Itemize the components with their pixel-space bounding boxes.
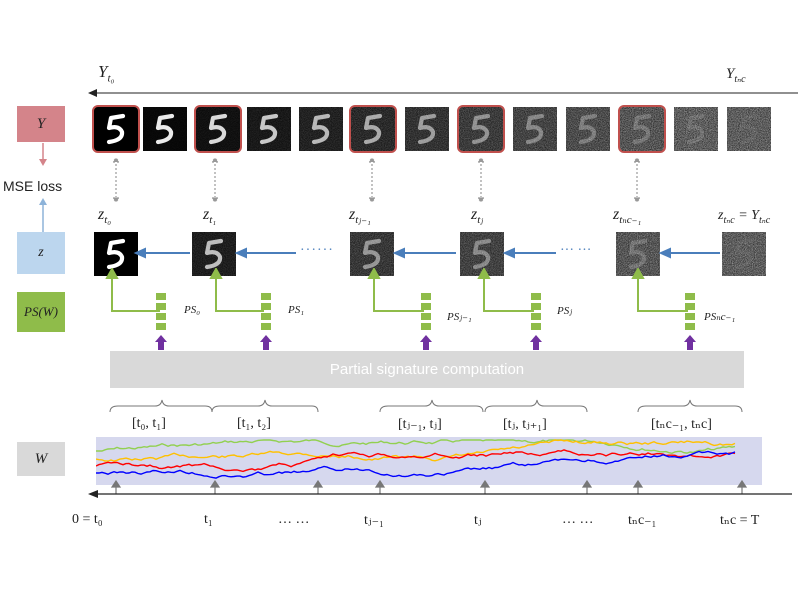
psj-stack bbox=[531, 293, 541, 333]
z-flow-arrows bbox=[133, 247, 720, 259]
znc-label: ztₙc = Ytₙc bbox=[718, 208, 771, 226]
z1-label: zt₁ bbox=[203, 206, 217, 227]
z0-label: zt₀ bbox=[98, 206, 112, 227]
y-image-2 bbox=[194, 105, 242, 153]
brownian-path-2 bbox=[96, 449, 736, 473]
tick-t1: t₁ bbox=[204, 512, 213, 527]
tick-ellipsis-1: … … bbox=[278, 512, 310, 527]
y-image-9 bbox=[566, 107, 610, 151]
ps1-stack bbox=[261, 293, 271, 333]
zj1-label: ztⱼ₋₁ bbox=[349, 206, 371, 227]
legend-z-box: z bbox=[17, 232, 65, 274]
psnc1-label: PSₙc₋₁ bbox=[704, 311, 736, 323]
legend-ps-box: PS(W) bbox=[17, 292, 65, 332]
top-time-arrow bbox=[88, 89, 798, 97]
y-z-connectors bbox=[111, 158, 642, 203]
psj1-label: PSⱼ₋₁ bbox=[447, 311, 472, 323]
ps-connectors bbox=[105, 268, 688, 312]
tick-tnc-1: tₙc₋₁ bbox=[628, 513, 657, 528]
interval-braces bbox=[109, 399, 743, 413]
time-tick-arrows bbox=[88, 480, 792, 498]
y-image-5 bbox=[349, 105, 397, 153]
legend-y-box: Y bbox=[17, 106, 65, 142]
purple-arrows bbox=[155, 335, 696, 350]
interval-j-1: [tⱼ₋₁, tⱼ] bbox=[398, 417, 442, 432]
y-image-3 bbox=[247, 107, 291, 151]
z-image-5 bbox=[722, 232, 766, 276]
psj1-stack bbox=[421, 293, 431, 333]
ps0-label: PS₀ bbox=[184, 304, 201, 316]
z-image-0 bbox=[94, 232, 138, 276]
legend-y-to-mse-arrow bbox=[39, 143, 47, 166]
interval-0: [t₀, t₁] bbox=[132, 416, 166, 431]
tick-tj: tⱼ bbox=[474, 513, 482, 528]
interval-j: [tⱼ, tⱼ₊₁] bbox=[503, 417, 547, 432]
tick-ellipsis-2: … … bbox=[562, 512, 594, 527]
ps1-label: PS₁ bbox=[288, 304, 305, 316]
mse-loss-label: MSE loss bbox=[3, 178, 63, 194]
legend-w-box: W bbox=[17, 442, 65, 476]
tick-tj-1: tⱼ₋₁ bbox=[364, 513, 384, 528]
y-image-4 bbox=[299, 107, 343, 151]
z-ellipsis-right: ··· ··· bbox=[560, 243, 592, 258]
y-image-11 bbox=[674, 107, 718, 151]
psnc1-stack bbox=[685, 293, 695, 333]
legend-z-to-mse-arrow bbox=[39, 198, 47, 232]
znc1-label: ztₙc₋₁ bbox=[613, 206, 642, 227]
ps0-stack bbox=[156, 293, 166, 333]
y-image-7 bbox=[457, 105, 505, 153]
interval-nc: [tₙc₋₁, tₙc] bbox=[651, 417, 712, 432]
tick-t0: 0 = t₀ bbox=[72, 512, 103, 527]
y-image-1 bbox=[143, 107, 187, 151]
interval-1: [t₁, t₂] bbox=[237, 416, 271, 431]
y-image-12 bbox=[727, 107, 771, 151]
psj-label: PSⱼ bbox=[557, 305, 573, 317]
y-image-6 bbox=[405, 107, 449, 151]
y-image-0 bbox=[92, 105, 140, 153]
tick-tnc: tₙc = T bbox=[720, 513, 760, 528]
z-ellipsis-left: ······ bbox=[300, 243, 334, 258]
z-image-2 bbox=[350, 232, 394, 276]
y-image-10 bbox=[618, 105, 666, 153]
y-image-8 bbox=[513, 107, 557, 151]
partial-signature-box: Partial signature computation bbox=[110, 351, 744, 388]
z-image-1 bbox=[192, 232, 236, 276]
zj-label: ztⱼ bbox=[471, 206, 484, 227]
brownian-path-3 bbox=[96, 450, 736, 479]
y-start-label: Yt₀ bbox=[98, 62, 115, 85]
brownian-paths bbox=[96, 437, 762, 485]
paths-band bbox=[96, 437, 762, 485]
y-end-label: Ytₙc bbox=[726, 66, 746, 85]
brownian-path-0 bbox=[96, 439, 736, 455]
z-image-3 bbox=[460, 232, 504, 276]
